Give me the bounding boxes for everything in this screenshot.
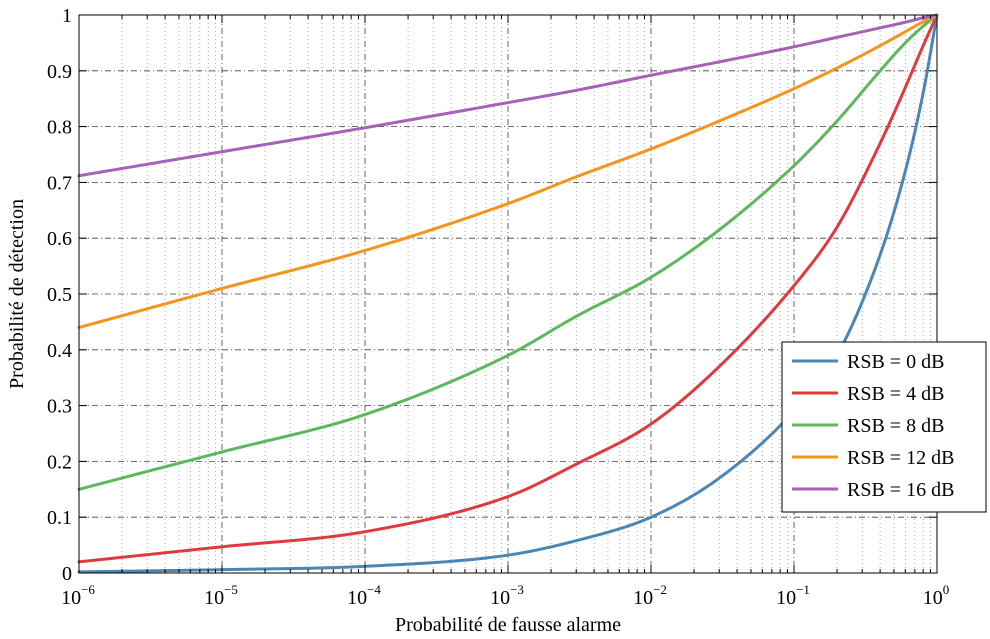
legend-box — [781, 341, 987, 513]
y-tick-label: 0.1 — [47, 507, 72, 529]
y-tick-label: 0.6 — [47, 228, 72, 250]
x-tick-label: 10−3 — [490, 582, 524, 609]
x-tick-exponent: 0 — [943, 582, 950, 597]
series-line-2 — [77, 13, 939, 564]
legend-entry-label: RSB = 8 dB — [847, 415, 944, 437]
x-tick-exponent: −4 — [367, 582, 381, 597]
x-tick-label: 10−2 — [633, 582, 667, 609]
x-tick-base: 10 — [490, 587, 510, 609]
legend-entry-label: RSB = 4 dB — [847, 383, 944, 405]
y-tick-label: 0.5 — [47, 284, 72, 306]
legend-entry-label: RSB = 12 dB — [847, 447, 954, 469]
x-tick-label: 10−1 — [776, 582, 810, 609]
y-tick-label: 0 — [62, 563, 72, 585]
x-tick-label: 10−5 — [204, 582, 238, 609]
x-tick-base: 10 — [61, 587, 81, 609]
legend-entry-label: RSB = 16 dB — [847, 479, 954, 501]
x-tick-exponent: −3 — [510, 582, 524, 597]
x-axis-label: Probabilité de fausse alarme — [395, 614, 621, 636]
y-tick-label: 1 — [62, 5, 72, 27]
x-tick-exponent: −1 — [796, 582, 810, 597]
y-tick-label: 0.3 — [47, 396, 72, 418]
y-tick-label: 0.9 — [47, 61, 72, 83]
x-tick-exponent: −2 — [653, 582, 667, 597]
legend-entry-label: RSB = 0 dB — [847, 351, 944, 373]
legend: RSB = 0 dB RSB = 4 dB RSB = 8 dB RSB = 12 d… — [781, 341, 987, 513]
x-tick-exponent: −5 — [224, 582, 238, 597]
y-tick-label: 0.4 — [47, 340, 72, 362]
x-tick-base: 10 — [204, 587, 224, 609]
y-axis-label: Probabilité de détection — [6, 199, 28, 389]
x-tick-label: 10−4 — [347, 582, 381, 609]
y-tick-label: 0.7 — [47, 172, 72, 194]
series-line-3 — [77, 13, 939, 491]
x-tick-labels: 10−6 10−5 10−4 10−3 10−2 10−1 100 — [61, 582, 949, 609]
x-tick-exponent: −6 — [81, 582, 95, 597]
series-line-4 — [77, 13, 939, 329]
x-tick-label: 100 — [923, 582, 950, 609]
x-tick-base: 10 — [923, 587, 943, 609]
series-line-5 — [77, 13, 939, 178]
y-tick-labels: 0 0.1 0.2 0.3 0.4 0.5 0.6 0.7 0.8 0.9 1 — [47, 5, 72, 585]
y-tick-label: 0.8 — [47, 117, 72, 139]
x-tick-base: 10 — [633, 587, 653, 609]
x-tick-base: 10 — [347, 587, 367, 609]
ticks — [78, 14, 938, 574]
x-tick-label: 10−6 — [61, 582, 95, 609]
y-tick-label: 0.2 — [47, 451, 72, 473]
x-tick-base: 10 — [776, 587, 796, 609]
